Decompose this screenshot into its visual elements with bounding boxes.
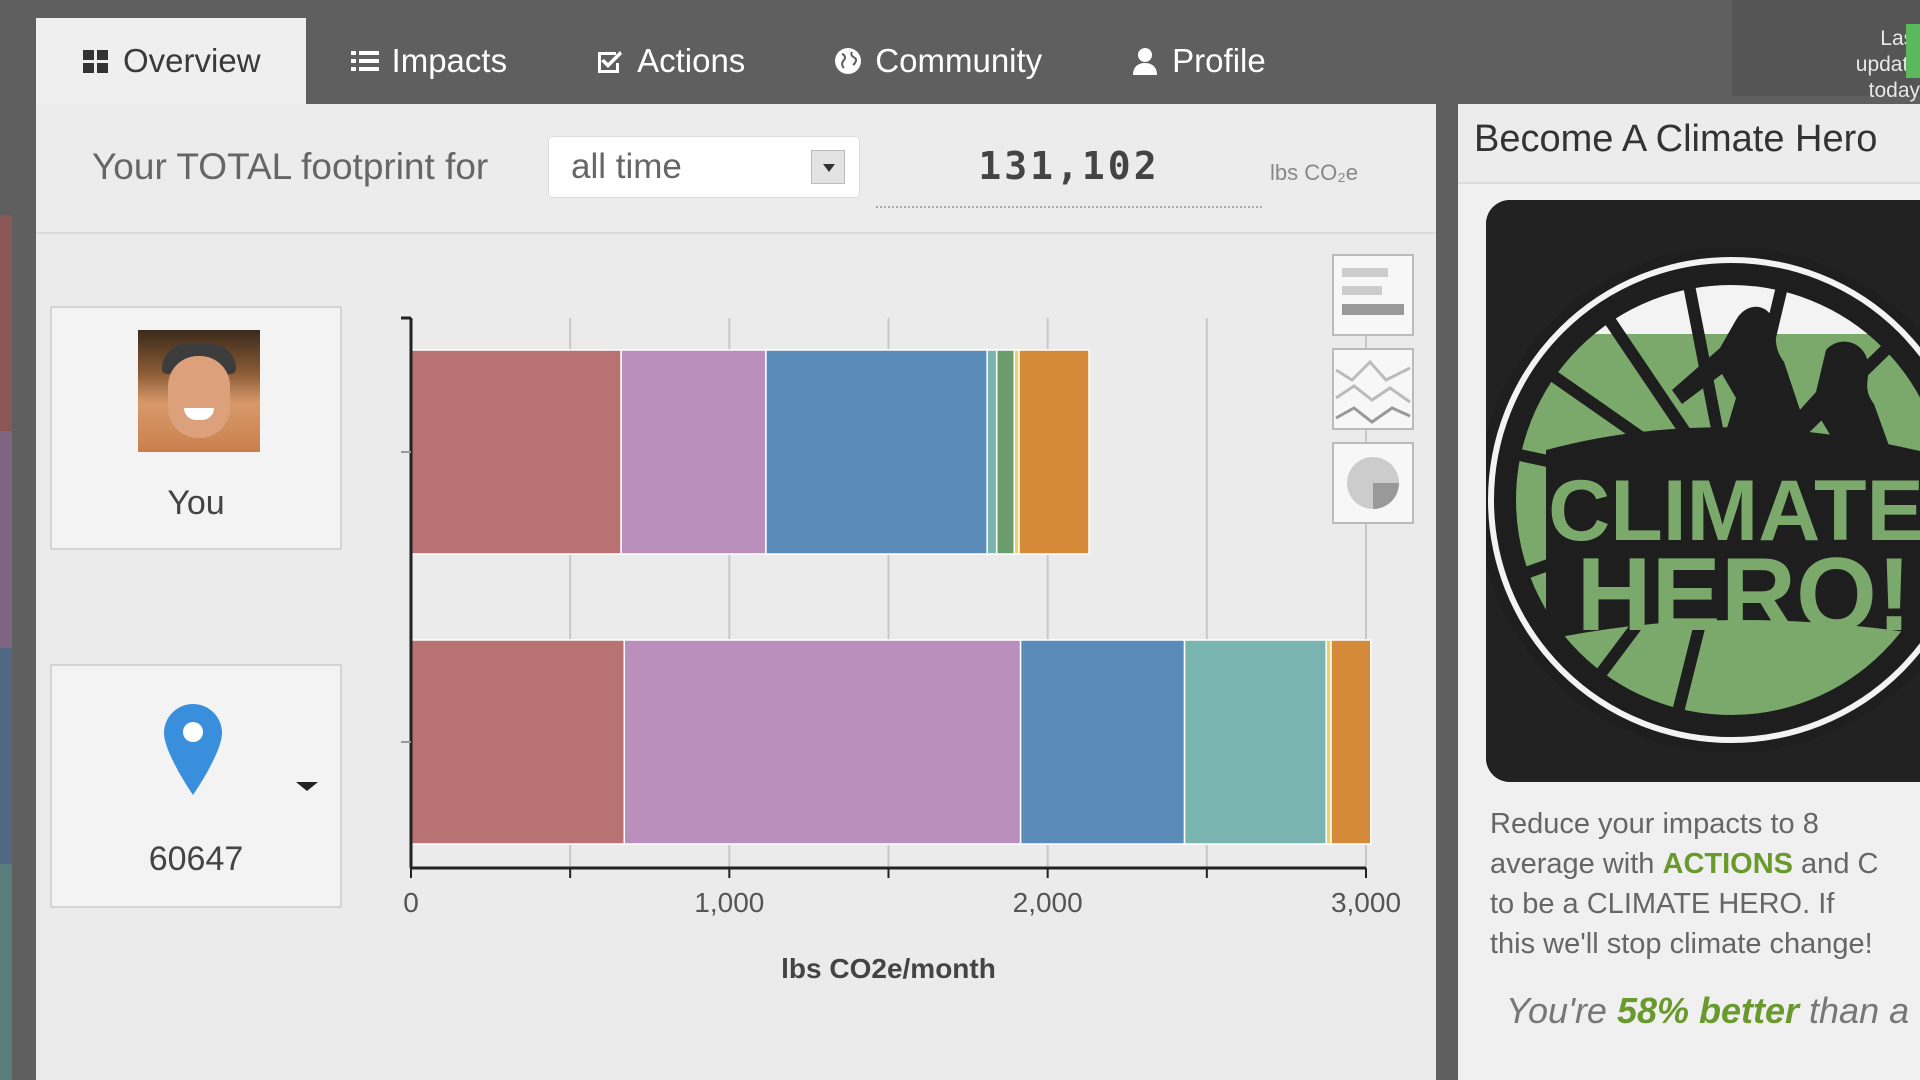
bar-segment — [1330, 639, 1372, 845]
bar-chart-icon[interactable] — [1332, 254, 1414, 336]
total-footprint-unit: lbs CO₂e — [1270, 160, 1359, 185]
bar-segment — [1183, 639, 1327, 845]
tab-impacts[interactable]: Impacts — [306, 18, 552, 104]
panel-title: Become A Climate Hero — [1458, 104, 1920, 184]
comparison-statement: You're 58% better than a — [1506, 990, 1910, 1031]
list-icon — [350, 46, 380, 76]
bar-segment — [986, 349, 998, 555]
tab-overview[interactable]: Overview — [36, 18, 306, 104]
bar-segment — [620, 349, 767, 555]
x-tick-label: 2,000 — [1013, 887, 1083, 918]
tab-actions[interactable]: Actions — [551, 18, 789, 104]
period-select[interactable]: all time — [548, 136, 860, 198]
footprint-label: Your TOTAL footprint for — [92, 146, 489, 187]
bar-segment — [1019, 639, 1186, 845]
last-update-value: today — [1868, 79, 1920, 102]
period-select-value: all time — [571, 147, 682, 186]
logo-text-climate: CLIMATE — [1548, 463, 1920, 559]
user-icon — [1130, 46, 1160, 76]
grid-icon — [81, 46, 111, 76]
total-footprint-value: 131,102 — [876, 144, 1262, 208]
bar-segment — [410, 639, 626, 845]
climate-hero-description: Reduce your impacts to 8 average with AC… — [1490, 804, 1920, 964]
logo-text-hero: HERO! — [1576, 537, 1911, 653]
description-line: to be a CLIMATE HERO. If — [1490, 888, 1835, 920]
actions-link[interactable]: ACTIONS — [1662, 848, 1794, 880]
status-indicator — [1906, 24, 1920, 78]
tab-label: Profile — [1172, 42, 1266, 79]
bar-segment — [1018, 349, 1090, 555]
globe-icon — [833, 46, 863, 76]
location-card[interactable]: 60647 — [50, 664, 342, 908]
x-axis-label: lbs CO2e/month — [781, 953, 996, 984]
overview-panel: Your TOTAL footprint for all time 131,10… — [36, 104, 1436, 1080]
last-update-indicator: Last update today — [1732, 0, 1920, 102]
pie-chart-icon[interactable] — [1332, 442, 1414, 524]
checkbox-icon — [595, 46, 625, 76]
x-tick-label: 3,000 — [1331, 887, 1401, 918]
main-nav: Overview Impacts Actions Community Profi… — [36, 18, 1310, 104]
climate-hero-logo[interactable]: CLIMATE HERO! — [1486, 200, 1920, 782]
tab-label: Community — [875, 42, 1043, 79]
climate-hero-panel: Become A Climate Hero — [1458, 104, 1920, 1080]
bar-segment — [995, 349, 1015, 555]
stacked-bar-chart: 0 1,000 2,000 3,000 lbs CO2e/month — [401, 316, 1401, 984]
tab-label: Actions — [637, 42, 746, 79]
avatar — [138, 330, 260, 452]
x-tick-label: 0 — [403, 887, 419, 918]
bar-segment — [765, 349, 988, 555]
bar-segment — [623, 639, 1022, 845]
x-tick-label: 1,000 — [694, 887, 764, 918]
map-pin-icon — [164, 704, 222, 795]
comparison-percentage: 58% better — [1616, 990, 1800, 1031]
tab-label: Overview — [123, 42, 261, 79]
location-dropdown-caret-icon[interactable] — [296, 782, 318, 791]
description-line: average with ACTIONS and C — [1490, 848, 1879, 880]
you-label: You — [167, 484, 225, 522]
bar-segment — [410, 349, 622, 555]
footprint-chart: 0 1,000 2,000 3,000 lbs CO2e/month — [366, 254, 1406, 1059]
description-line: this we'll stop climate change! — [1490, 928, 1873, 960]
you-card[interactable]: You — [50, 306, 342, 550]
description-line: Reduce your impacts to 8 — [1490, 808, 1819, 840]
left-color-strip — [0, 215, 12, 1080]
tab-label: Impacts — [391, 42, 508, 79]
footprint-header: Your TOTAL footprint for all time 131,10… — [36, 104, 1436, 234]
zip-code-label: 60647 — [148, 840, 244, 878]
tab-profile[interactable]: Profile — [1086, 18, 1310, 104]
dropdown-arrow-icon[interactable] — [811, 150, 845, 184]
line-chart-icon[interactable] — [1332, 348, 1414, 430]
tab-community[interactable]: Community — [789, 18, 1086, 104]
